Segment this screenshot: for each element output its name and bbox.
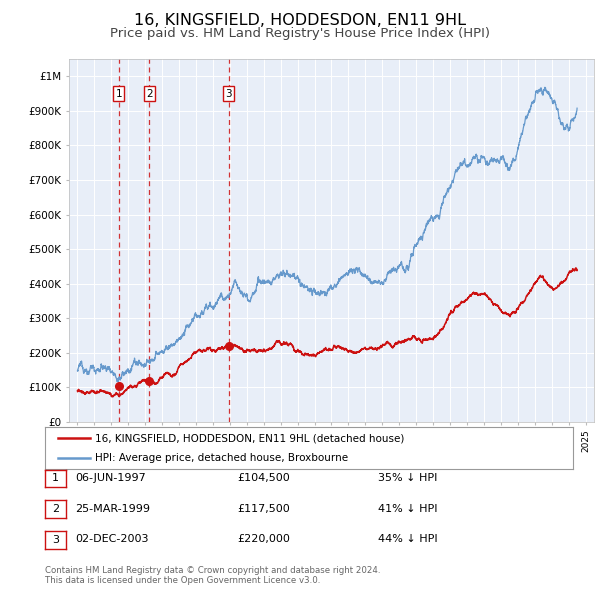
Text: Contains HM Land Registry data © Crown copyright and database right 2024.
This d: Contains HM Land Registry data © Crown c… xyxy=(45,566,380,585)
Text: 3: 3 xyxy=(52,535,59,545)
Text: 1: 1 xyxy=(115,88,122,99)
Text: 44% ↓ HPI: 44% ↓ HPI xyxy=(378,535,437,544)
Text: 2: 2 xyxy=(52,504,59,514)
Text: 16, KINGSFIELD, HODDESDON, EN11 9HL (detached house): 16, KINGSFIELD, HODDESDON, EN11 9HL (det… xyxy=(95,434,404,444)
Text: Price paid vs. HM Land Registry's House Price Index (HPI): Price paid vs. HM Land Registry's House … xyxy=(110,27,490,40)
Text: 2: 2 xyxy=(146,88,152,99)
Text: 06-JUN-1997: 06-JUN-1997 xyxy=(75,473,146,483)
Text: 16, KINGSFIELD, HODDESDON, EN11 9HL: 16, KINGSFIELD, HODDESDON, EN11 9HL xyxy=(134,13,466,28)
Text: 35% ↓ HPI: 35% ↓ HPI xyxy=(378,473,437,483)
Text: 02-DEC-2003: 02-DEC-2003 xyxy=(75,535,149,544)
Text: HPI: Average price, detached house, Broxbourne: HPI: Average price, detached house, Brox… xyxy=(95,454,348,463)
Text: £220,000: £220,000 xyxy=(237,535,290,544)
Text: £104,500: £104,500 xyxy=(237,473,290,483)
Text: 3: 3 xyxy=(225,88,232,99)
Text: £117,500: £117,500 xyxy=(237,504,290,513)
Text: 25-MAR-1999: 25-MAR-1999 xyxy=(75,504,150,513)
Text: 41% ↓ HPI: 41% ↓ HPI xyxy=(378,504,437,513)
Text: 1: 1 xyxy=(52,474,59,483)
